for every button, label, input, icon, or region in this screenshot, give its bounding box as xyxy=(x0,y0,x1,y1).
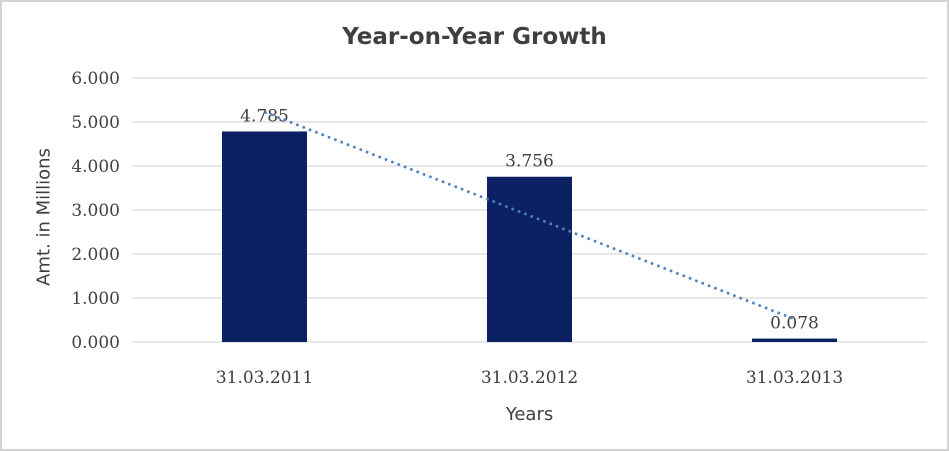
chart-title: Year-on-Year Growth xyxy=(342,24,607,50)
y-tick-label: 2.000 xyxy=(71,245,120,265)
x-axis-title: Years xyxy=(505,404,554,425)
bar-value-label: 3.756 xyxy=(505,152,554,172)
y-tick-label: 6.000 xyxy=(71,69,120,89)
bar xyxy=(487,176,572,342)
y-tick-label: 3.000 xyxy=(71,201,120,221)
y-tick-label: 0.000 xyxy=(71,333,120,353)
category-label: 31.03.2013 xyxy=(746,368,843,388)
category-label: 31.03.2011 xyxy=(216,368,313,388)
y-tick-label: 1.000 xyxy=(71,289,120,309)
category-label: 31.03.2012 xyxy=(481,368,578,388)
bar xyxy=(222,131,307,342)
bar-value-label: 4.785 xyxy=(240,106,289,126)
y-tick-label: 5.000 xyxy=(71,113,120,133)
y-tick-label: 4.000 xyxy=(71,157,120,177)
bar-value-label: 0.078 xyxy=(770,314,819,334)
bar xyxy=(752,338,837,342)
